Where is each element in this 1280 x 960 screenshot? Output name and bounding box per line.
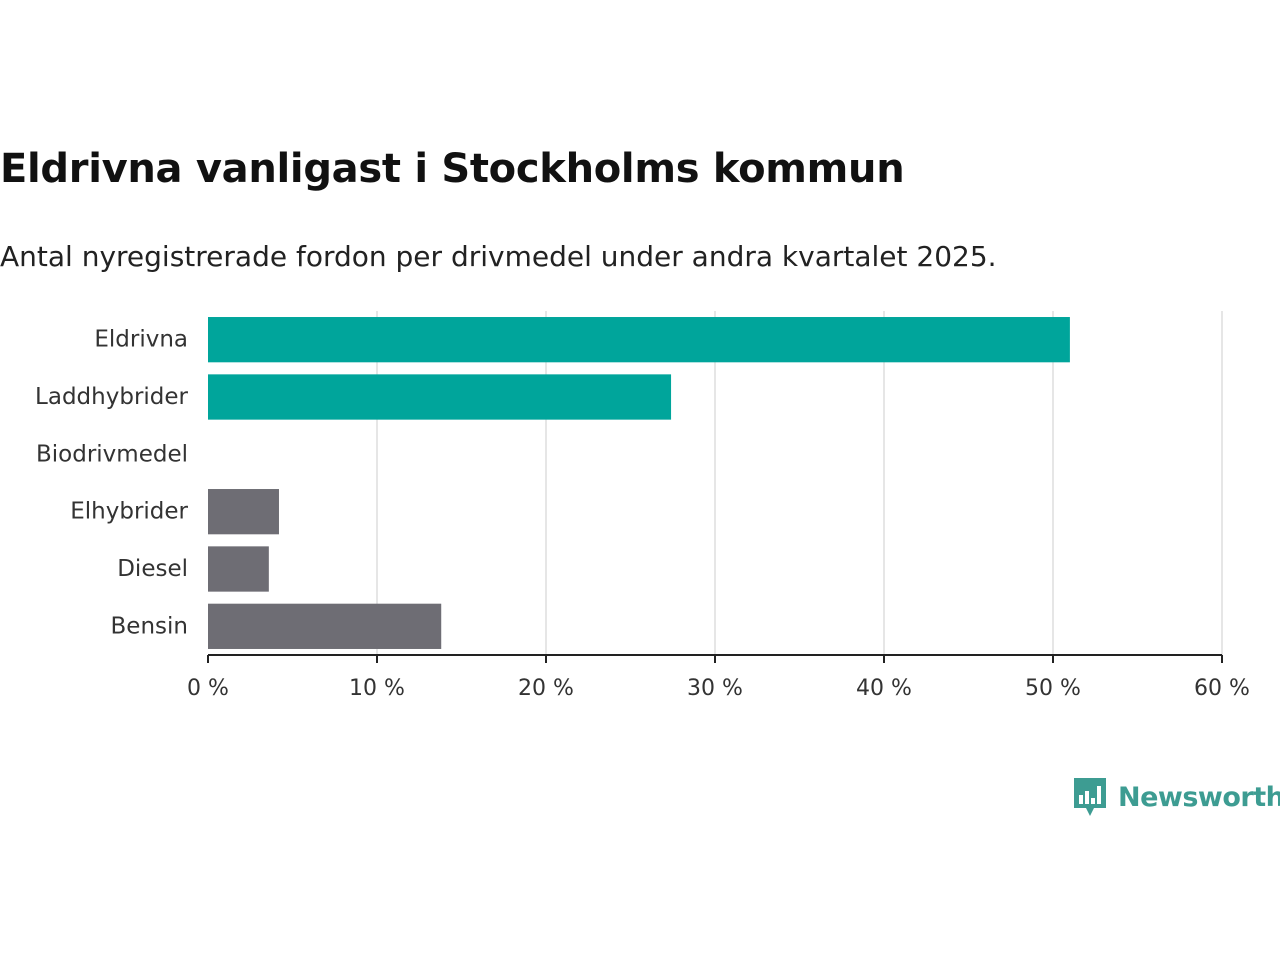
x-tick-label-5: 50 % (1025, 676, 1081, 701)
x-tick-label-6: 60 % (1194, 676, 1250, 701)
x-tick-label-2: 20 % (518, 676, 574, 701)
bar-chart-speech-bubble-icon (1074, 778, 1106, 816)
x-tick-label-1: 10 % (349, 676, 405, 701)
bar-diesel (208, 546, 269, 592)
category-label-eldrivna: Eldrivna (94, 327, 188, 353)
bar-laddhybrider (208, 374, 672, 420)
category-labels: Eldrivna Laddhybrider Biodrivmedel Elhybrid… (35, 327, 188, 640)
category-label-elhybrider: Elhybrider (70, 499, 188, 525)
bar-bensin (208, 603, 442, 649)
x-tick-label-0: 0 % (187, 676, 229, 701)
x-tick-label-3: 30 % (687, 676, 743, 701)
category-label-biodrivmedel: Biodrivmedel (36, 441, 188, 467)
bar-elhybrider (208, 489, 279, 535)
x-axis: 0 % 10 % 20 % 30 % 40 % 50 % 60 % (187, 654, 1250, 701)
newsworthy-logo: Newsworthy (1072, 776, 1280, 818)
bars (208, 317, 1070, 649)
x-tick-label-4: 40 % (856, 676, 912, 701)
category-label-diesel: Diesel (117, 556, 188, 582)
category-label-laddhybrider: Laddhybrider (35, 384, 188, 410)
brand-name: Newsworthy (1118, 781, 1280, 813)
chart-subtitle: Antal nyregistrerade fordon per drivmede… (0, 240, 997, 273)
category-label-bensin: Bensin (111, 613, 188, 639)
chart-title: Eldrivna vanligast i Stockholms kommun (0, 146, 905, 192)
bar-eldrivna (208, 317, 1070, 363)
grid-lines (376, 311, 1223, 655)
